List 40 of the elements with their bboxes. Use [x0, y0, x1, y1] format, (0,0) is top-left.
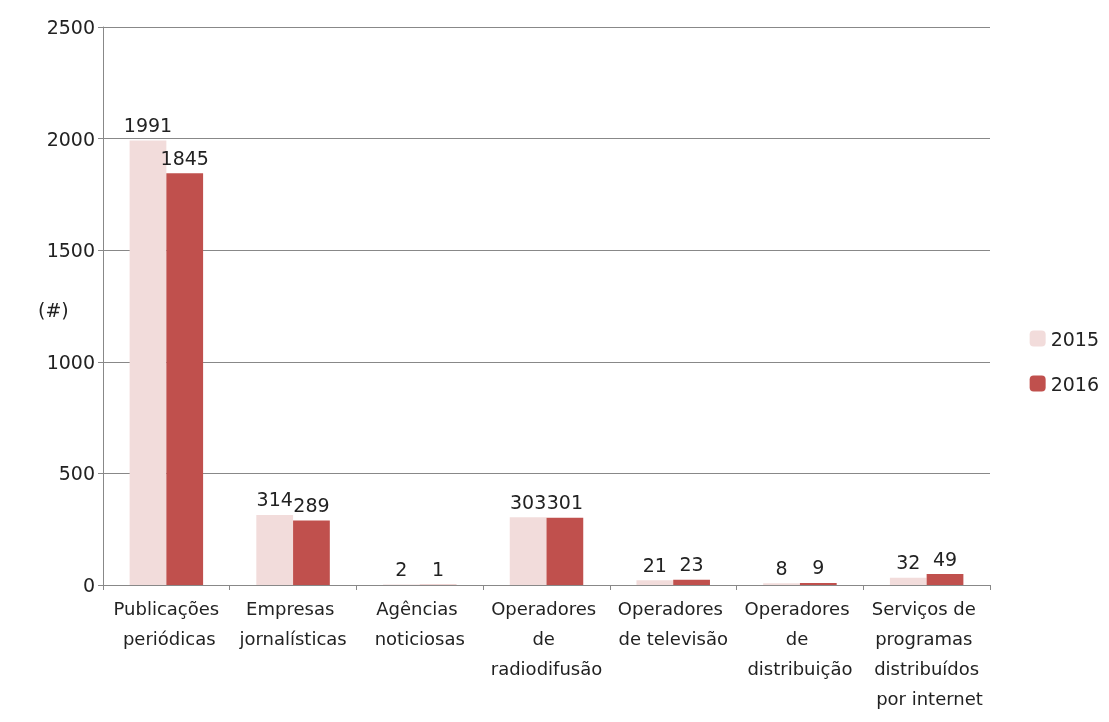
bar [166, 173, 204, 585]
x-tick-label: Serviços de programas distribuídos por internet [870, 597, 983, 709]
data-label: 1 [432, 558, 445, 581]
bar [889, 577, 927, 585]
x-tick-label: Operadores de radiodifusão [490, 597, 603, 679]
bar [256, 514, 294, 585]
data-label: 289 [293, 494, 330, 516]
data-label: 23 [679, 553, 704, 576]
bar [293, 520, 330, 585]
bar [636, 580, 674, 585]
bar [546, 517, 584, 585]
legend-label: 2015 [1050, 327, 1100, 350]
x-tick-label: Operadores de distribuição [744, 597, 856, 679]
data-label: 32 [896, 551, 921, 574]
y-tick-label: 1500 [46, 239, 95, 262]
data-label: 314 [256, 488, 293, 511]
y-axis-title: (#) [38, 298, 69, 321]
bar [509, 517, 547, 585]
x-tick-label: Operadores de televisão [617, 597, 729, 649]
y-tick-label: 1000 [46, 350, 95, 373]
y-tick-label: 500 [58, 462, 95, 485]
x-tick-label: Agências noticiosas [374, 597, 465, 649]
bar [926, 574, 964, 585]
y-tick-label: 2500 [46, 16, 95, 38]
data-label: 2 [395, 558, 408, 581]
data-label: 21 [642, 553, 667, 576]
data-label: 303 [509, 490, 547, 513]
data-label: 9 [812, 556, 825, 579]
y-tick-label: 2000 [46, 127, 95, 150]
data-label: 8 [775, 556, 788, 579]
x-tick-label: Publicações periódicas [113, 597, 220, 649]
data-label: 1991 [123, 114, 173, 137]
data-label: 1845 [160, 146, 209, 169]
bar [799, 582, 837, 585]
legend-label: 2016 [1050, 372, 1100, 395]
y-tick-label: 0 [82, 574, 95, 596]
bar [673, 579, 710, 585]
data-label: 301 [546, 491, 584, 514]
data-label: 49 [932, 547, 958, 570]
x-tick-label: Empresas jornalísticas [238, 597, 347, 649]
